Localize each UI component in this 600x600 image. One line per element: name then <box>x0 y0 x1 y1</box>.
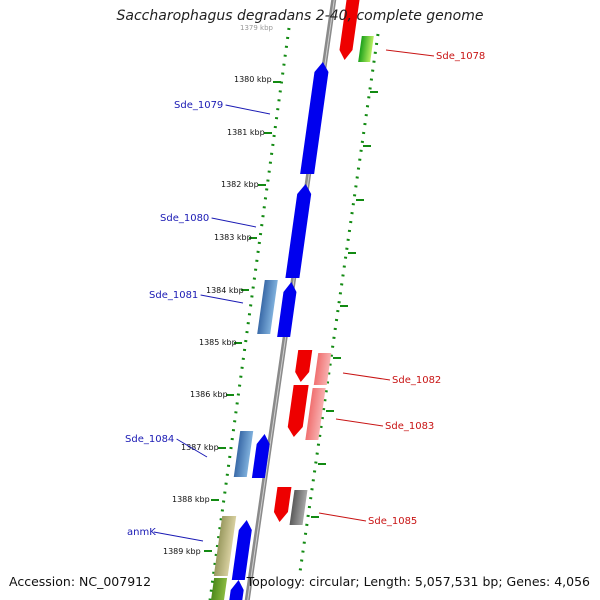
label-leader <box>335 418 384 427</box>
kbp-label: 1386 kbp <box>190 390 228 399</box>
left-tick-track <box>208 27 291 600</box>
gene-label-right: Sde_1085 <box>368 516 417 527</box>
label-leader <box>385 49 435 57</box>
gene-anmk-group <box>213 516 237 576</box>
gene-sde1082b <box>313 353 332 385</box>
right-tick-track <box>298 33 380 573</box>
gene-anmk <box>213 516 237 576</box>
label-leader <box>153 531 204 542</box>
gene-sde1078 <box>358 36 374 62</box>
top-kbp-label: 1379 kbp <box>240 24 274 32</box>
gene-sde1080-group <box>285 184 312 278</box>
gene-sde1081b <box>277 282 297 337</box>
kbp-label: 1382 kbp <box>221 180 259 189</box>
gene-sde1081-group <box>257 280 278 334</box>
gene-anmk-b <box>231 520 252 580</box>
gene-sde1083-group <box>287 385 309 437</box>
label-leader <box>200 294 244 304</box>
label-leader <box>176 438 208 458</box>
gene-sde1083b <box>305 388 326 440</box>
gene-label-left: Sde_1081 <box>149 290 198 301</box>
gene-label-right: Sde_1082 <box>392 375 441 386</box>
kbp-label: 1388 kbp <box>172 495 210 504</box>
gene-next-group <box>209 578 228 600</box>
gene-next-b <box>227 580 244 600</box>
gene-label-left: Sde_1079 <box>174 100 223 111</box>
label-leader <box>211 217 257 228</box>
gene-next-b-group <box>227 580 244 600</box>
accession-label: Accession: NC_007912 <box>9 574 152 589</box>
gene-anmk-b-group <box>231 520 252 580</box>
label-leader <box>225 104 271 115</box>
gene-sde1079 <box>300 62 329 174</box>
kbp-label: 1385 kbp <box>199 338 237 347</box>
gene-sde1084 <box>233 431 254 477</box>
kbp-label: 1389 kbp <box>163 547 201 556</box>
gene-sde1085b-group <box>289 490 308 525</box>
gene-label-right: Sde_1078 <box>436 51 485 62</box>
gene-top-rev-group <box>339 0 361 60</box>
gene-sde1080 <box>285 184 312 278</box>
kbp-label: 1384 kbp <box>206 286 244 295</box>
gene-sde1084b <box>251 434 270 478</box>
gene-label-left: Sde_1084 <box>125 434 174 445</box>
gene-sde1085-group <box>273 487 292 522</box>
gene-sde1085 <box>273 487 292 522</box>
gene-label-left: Sde_1080 <box>160 213 209 224</box>
gene-sde1082 <box>295 350 313 382</box>
gene-sde1084-group <box>233 431 254 477</box>
gene-label-left: anmK <box>127 527 156 538</box>
gene-sde1078-group <box>358 36 374 62</box>
gene-sde1081 <box>257 280 278 334</box>
gene-sde1081b-group <box>277 282 297 337</box>
kbp-label: 1383 kbp <box>214 233 252 242</box>
kbp-label: 1387 kbp <box>181 443 219 452</box>
gene-sde1084b-group <box>251 434 270 478</box>
map-title: Saccharophagus degradans 2-40, complete … <box>116 8 484 24</box>
gene-sde1083 <box>287 385 309 437</box>
topology-label: Topology: circular; Length: 5,057,531 bp… <box>246 574 590 589</box>
gene-sde1079-group <box>300 62 329 174</box>
gene-top-rev <box>339 0 361 60</box>
gene-next <box>209 578 228 600</box>
gene-label-right: Sde_1083 <box>385 421 434 432</box>
label-leader <box>342 372 391 381</box>
kbp-label: 1381 kbp <box>227 128 265 137</box>
label-leader <box>318 512 367 522</box>
gene-sde1083b-group <box>305 388 326 440</box>
gene-sde1082b-group <box>313 353 332 385</box>
gene-sde1085b <box>289 490 308 525</box>
kbp-label: 1380 kbp <box>234 75 272 84</box>
gene-sde1082-group <box>295 350 313 382</box>
